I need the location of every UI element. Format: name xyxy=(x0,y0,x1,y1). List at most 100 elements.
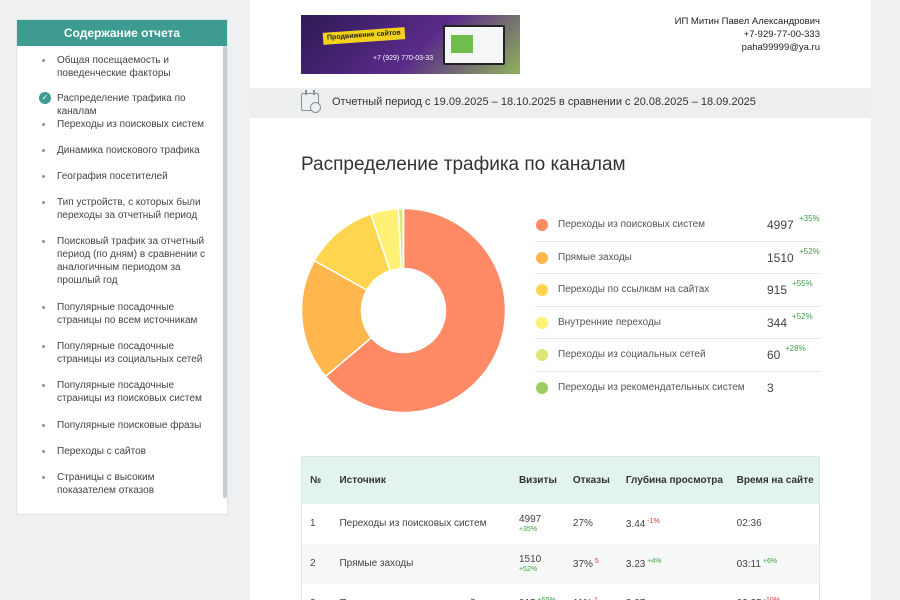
legend-swatch xyxy=(536,251,548,264)
toc-item-label: География посетителей xyxy=(57,171,168,182)
source-cell: Переходы по ссылкам на сайтах xyxy=(331,584,511,600)
time-cell: 03:11 +6% xyxy=(728,543,820,584)
change-indicator: +4% xyxy=(645,557,662,565)
depth-cell-value: 3.44 xyxy=(625,518,646,530)
toc-item-label: Тип устройств, с которых были переходы з… xyxy=(57,197,201,221)
bounce-cell-value: 11% xyxy=(573,598,592,600)
banner-tag: Продвижение сайтов xyxy=(322,27,406,45)
visits-cell-value: 4997 xyxy=(518,513,542,525)
visits-cell: 1510 +52% xyxy=(510,543,565,584)
bullet-icon xyxy=(42,149,45,152)
legend-swatch xyxy=(536,284,548,297)
legend-change: +28% xyxy=(785,344,806,354)
toc-item[interactable]: Страницы с высоким показателем отказов xyxy=(39,471,213,497)
change-indicator: 5 xyxy=(592,557,599,565)
legend-swatch xyxy=(536,381,548,394)
time-cell-value: 02:35 xyxy=(737,598,762,600)
toc-item[interactable]: Популярные посадочные страницы из социал… xyxy=(39,340,213,366)
toc-item[interactable]: Популярные поисковые фразы xyxy=(39,419,213,432)
contact-name: ИП Митин Павел Александрович xyxy=(674,16,820,27)
donut-slice[interactable] xyxy=(301,259,373,378)
row-number: 1 xyxy=(302,504,332,544)
bounce-cell: 37% 5 xyxy=(564,543,618,584)
toc-item[interactable]: Переходы из поисковых систем xyxy=(39,118,213,131)
change-indicator: +52% xyxy=(518,565,538,573)
depth-cell-value: 3.07 xyxy=(626,598,645,600)
bounce-cell: 27% xyxy=(565,504,618,544)
contact-email: paha99999@ya.ru xyxy=(741,42,820,53)
table-header-cell[interactable]: Время на сайте xyxy=(728,456,820,504)
legend-swatch xyxy=(536,219,548,231)
legend-value: 4997 xyxy=(767,218,794,232)
bounce-cell-value: 27% xyxy=(572,518,593,529)
bounce-cell: 11% 1 xyxy=(565,584,618,600)
legend-item: Переходы из рекомендательных систем 3 xyxy=(535,372,820,405)
chart-legend: Переходы из поисковых систем 4997 +35% Прям… xyxy=(535,209,820,405)
toc-item[interactable]: Общая посещаемость и поведенческие факто… xyxy=(39,54,213,80)
source-cell-value: Прямые заходы xyxy=(339,558,414,569)
bullet-icon xyxy=(42,345,45,348)
legend-swatch xyxy=(536,349,548,362)
legend-change: +55% xyxy=(792,279,813,289)
legend-label: Переходы из поисковых систем xyxy=(558,219,706,230)
row-number-value: 3 xyxy=(310,598,316,600)
depth-cell: 3.23 +4% xyxy=(617,543,729,584)
legend-label: Прямые заходы xyxy=(558,251,632,263)
report-page: Продвижение сайтов +7 (929) 770-03-33 ИП… xyxy=(250,0,871,600)
check-icon: ✓ xyxy=(39,92,51,104)
legend-item: Переходы по ссылкам на сайтах 915 +55% xyxy=(535,274,820,307)
legend-item: Прямые заходы 1510 +52% xyxy=(535,242,820,275)
bullet-icon xyxy=(42,476,45,479)
visits-cell: 915 +55% xyxy=(511,584,565,600)
toc-item-label: Страницы с высоким показателем отказов xyxy=(57,472,155,496)
promo-banner: Продвижение сайтов +7 (929) 770-03-33 xyxy=(301,15,520,74)
depth-cell: 3.07 xyxy=(618,584,729,600)
toc-item-label: Популярные посадочные страницы из поиско… xyxy=(57,380,202,404)
table-header-cell[interactable]: Отказы xyxy=(564,456,618,504)
row-number: 2 xyxy=(301,543,332,584)
toc-item[interactable]: Переходы с сайтов xyxy=(39,445,213,458)
bullet-icon xyxy=(42,450,45,453)
table-row[interactable]: 2 Прямые заходы 1510 +52% 37% 5 3.23 +4% 03:11… xyxy=(301,543,820,584)
row-number: 3 xyxy=(302,584,332,600)
toc-item-label: Переходы с сайтов xyxy=(57,446,146,457)
source-cell: Прямые заходы xyxy=(331,543,511,584)
toc-item[interactable]: География посетителей xyxy=(39,170,213,183)
table-row[interactable]: 1 Переходы из поисковых систем 4997 +35% 27%… xyxy=(302,504,820,544)
source-cell-value: Переходы из поисковых систем xyxy=(339,518,487,529)
bounce-cell-value: 37% xyxy=(572,558,593,570)
toc-item[interactable]: Поисковый трафик за отчетный период (по … xyxy=(39,235,213,287)
calendar-icon xyxy=(301,90,321,113)
row-number-value: 2 xyxy=(310,558,316,569)
bullet-icon xyxy=(42,240,45,243)
row-number-value: 1 xyxy=(310,518,316,529)
traffic-donut-chart xyxy=(301,208,506,413)
laptop-icon xyxy=(443,25,505,65)
table-header-cell[interactable]: № xyxy=(301,456,332,504)
toc-item[interactable]: ✓ Распределение трафика по каналам xyxy=(39,92,213,118)
sidebar-title: Содержание отчета xyxy=(17,20,227,46)
toc-item[interactable]: Популярные посадочные страницы из поиско… xyxy=(39,379,213,405)
legend-value: 1510 xyxy=(767,250,794,265)
donut-slice[interactable] xyxy=(324,208,506,413)
contact-phone: +7-929-77-00-333 xyxy=(743,29,820,40)
change-indicator: 1 xyxy=(592,597,598,600)
sidebar-scrollbar[interactable] xyxy=(223,46,227,498)
toc-item[interactable]: Динамика поискового трафика xyxy=(39,144,213,157)
change-indicator: +6% xyxy=(760,557,778,565)
legend-label: Переходы из рекомендательных систем xyxy=(558,381,745,393)
toc-item-label: Динамика поискового трафика xyxy=(57,145,200,156)
legend-item: Переходы из социальных сетей 60 +28% xyxy=(535,339,820,372)
legend-value: 344 xyxy=(767,315,788,330)
toc-item[interactable]: Тип устройств, с которых были переходы з… xyxy=(39,196,213,222)
table-header-cell[interactable]: Источник xyxy=(331,456,511,504)
source-cell-value: Переходы по ссылкам на сайтах xyxy=(339,598,490,600)
legend-value: 3 xyxy=(767,380,774,395)
toc-item[interactable]: Популярные посадочные страницы по всем и… xyxy=(39,301,213,327)
depth-cell-value: 3.23 xyxy=(625,558,646,570)
table-header-cell[interactable]: Глубина просмотра xyxy=(617,456,729,504)
table-header-cell[interactable]: Визиты xyxy=(510,456,565,504)
legend-change: +52% xyxy=(799,246,820,256)
legend-swatch xyxy=(536,316,548,329)
